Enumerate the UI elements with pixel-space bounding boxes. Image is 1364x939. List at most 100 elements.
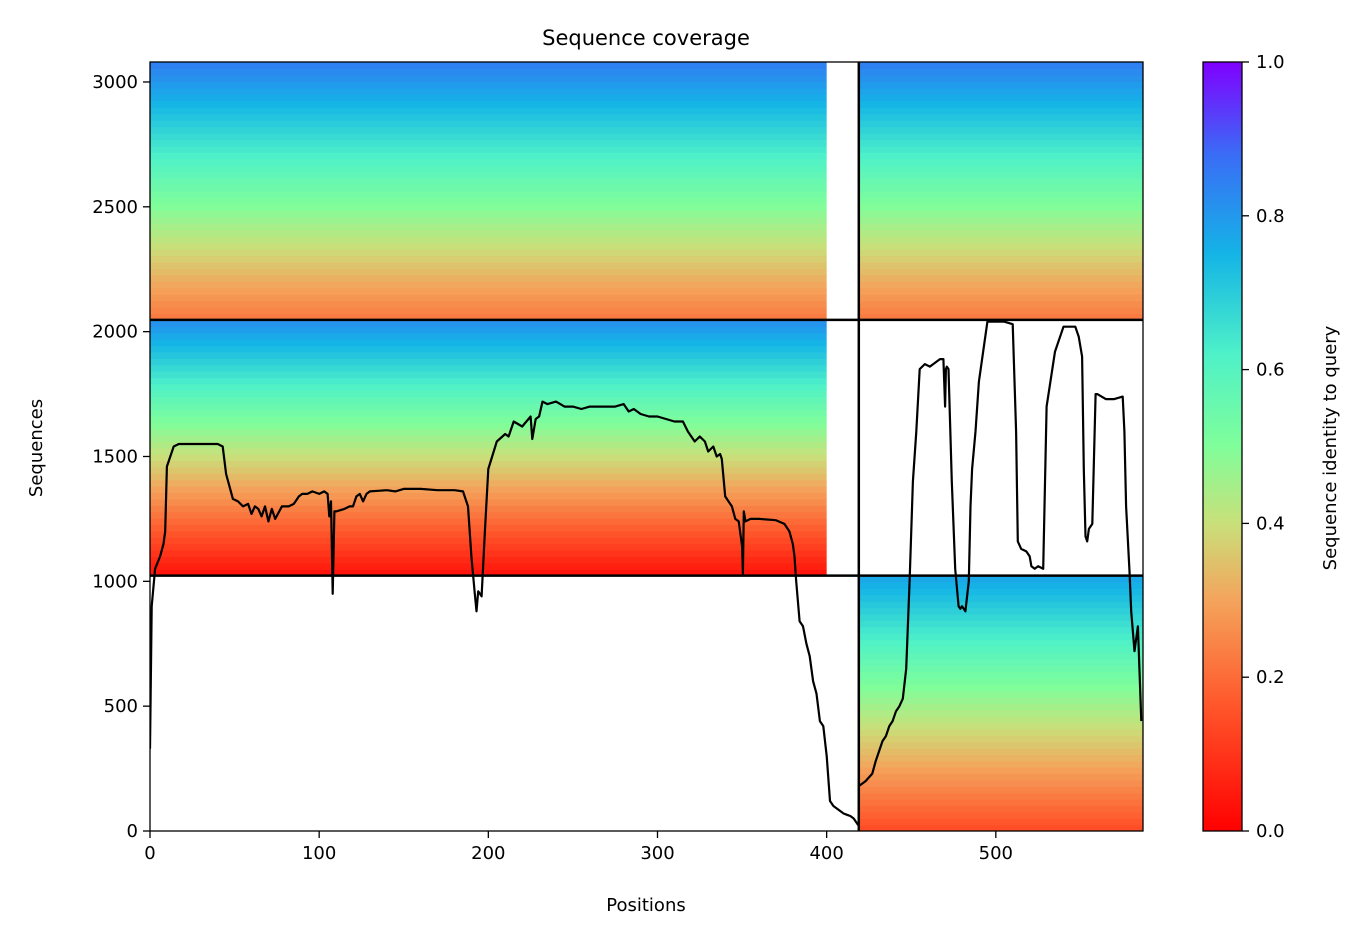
y-tick-label: 3000 [92,72,138,93]
heatmap-cell [150,358,827,366]
heatmap-cell [858,87,1143,95]
heatmap-cell [150,203,827,211]
y-tick-label: 1500 [92,446,138,467]
heatmap-cell [150,319,827,327]
heatmap-cell [150,441,827,449]
heatmap-cell [858,300,1143,308]
heatmap-cell [150,62,827,70]
heatmap-cell [150,403,827,410]
heatmap-cell [858,760,1143,768]
heatmap-cell [858,210,1143,218]
heatmap-cell [150,332,827,340]
heatmap-cell [858,786,1143,794]
heatmap-cell [858,62,1143,70]
heatmap-cell [150,307,827,315]
heatmap-cell [150,94,827,102]
plot-frame [149,61,1144,832]
colorbar-tick-label: 0.6 [1256,360,1285,381]
y-axis: 0 500 1000 1500 2000 2500 3000 [92,72,150,842]
heatmap-cell [858,287,1143,295]
heatmap-cell [150,492,827,500]
heatmap-cell [858,754,1143,762]
heatmap-cell [858,709,1143,717]
heatmap-cell [858,779,1143,787]
y-tick-label: 2500 [92,197,138,218]
heatmap-cell [858,307,1143,315]
heatmap-cell [150,518,827,526]
heatmap-cell [150,313,827,321]
heatmap-cell [150,261,827,269]
heatmap-cell [858,190,1143,199]
heatmap-cell [150,171,827,179]
heatmap-cell [858,792,1143,800]
heatmap-cell [858,626,1143,634]
heatmap-cell [858,728,1143,736]
heatmap-cell [858,575,1143,583]
heatmap-cell [150,511,827,519]
heatmap-cell [150,562,827,570]
heatmap-cell [150,197,827,205]
y-tick-label: 1000 [92,571,138,592]
heatmap-cell [150,537,827,545]
heatmap-block [858,575,1143,831]
heatmap-cell [858,607,1143,615]
heatmap-cell [150,409,827,417]
colorbar-label: Sequence identity to query [1320,325,1341,570]
heatmap-cell [150,87,827,95]
heatmap-cell [858,594,1143,602]
heatmap-cell [858,799,1143,807]
heatmap-cell [150,339,827,347]
heatmap-cell [858,216,1143,224]
y-axis-label: Sequences [26,399,47,497]
heatmap-cell [150,139,827,147]
heatmap-cell [150,415,827,423]
heatmap-cell [150,377,827,385]
heatmap-cell [858,223,1143,231]
heatmap-cell [858,113,1143,121]
heatmap-cell [150,524,827,532]
heatmap-cell [858,747,1143,755]
colorbar-tick-label: 1.0 [1256,52,1285,73]
heatmap-cell [150,390,827,398]
heatmap-cell [858,696,1143,704]
heatmap-cell [858,68,1143,76]
heatmap-cell [858,120,1143,128]
heatmap-cell [858,197,1143,205]
heatmap-cell [150,165,827,173]
colorbar-tick-label: 0.4 [1256,513,1285,534]
heatmap-cell [858,716,1143,724]
heatmap-cell [858,203,1143,211]
x-tick-label: 200 [471,843,505,864]
heatmap-cell [858,658,1143,666]
heatmap-cell [150,486,827,494]
heatmap-cell [150,498,827,506]
heatmap-cell [858,294,1143,302]
heatmap-cell [150,434,827,442]
colorbar-tick-label: 0.0 [1256,821,1285,842]
heatmap-cell [858,261,1143,269]
heatmap-cell [150,428,827,436]
heatmap-cell [150,100,827,108]
x-tick-label: 400 [809,843,843,864]
heatmap-cell [150,422,827,430]
heatmap-cell [858,671,1143,679]
heatmap-cell [858,248,1143,257]
heatmap-cell [150,255,827,263]
heatmap-cell [150,556,827,564]
heatmap-cell [858,229,1143,237]
heatmap-cell [150,248,827,257]
heatmap-cell [150,550,827,558]
heatmap-cell [150,229,827,237]
y-tick-label: 500 [104,696,138,717]
heatmap-cell [150,158,827,166]
heatmap-cell [150,178,827,186]
heatmap-cell [150,300,827,308]
heatmap-cell [150,145,827,153]
heatmap-cell [150,274,827,282]
heatmap-cell [858,811,1143,819]
heatmap-cell [858,613,1143,621]
heatmap-cell [858,126,1143,134]
heatmap-cell [858,313,1143,321]
heatmap-cell [858,652,1143,660]
heatmap-cell [150,383,827,391]
